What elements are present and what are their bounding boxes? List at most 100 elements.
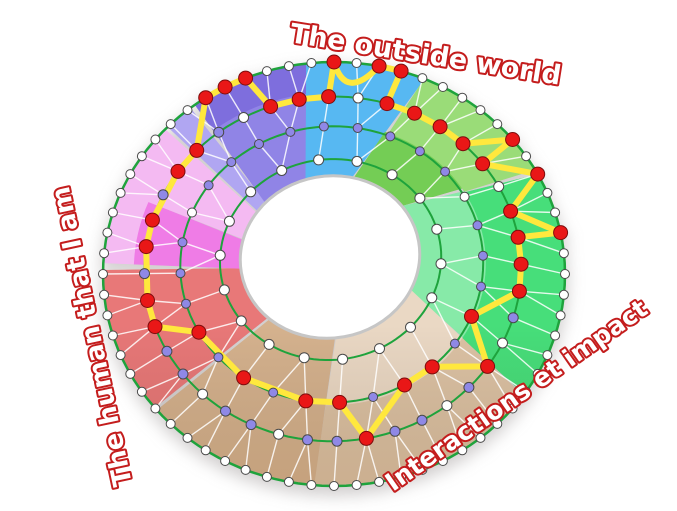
node-lavender [181, 298, 191, 309]
connector-line [517, 236, 565, 254]
nodes-layer [98, 54, 570, 491]
node-lavender [449, 338, 460, 349]
node-lavender [177, 237, 188, 248]
node-white [437, 456, 448, 466]
connector-line [365, 438, 380, 483]
node-white [298, 352, 310, 364]
connector-line [180, 254, 221, 274]
node-white [475, 105, 486, 116]
node-red [263, 99, 279, 114]
node-white [125, 169, 136, 180]
node-lavender [302, 434, 313, 446]
connector-line [217, 320, 242, 358]
connector-line [250, 392, 274, 425]
node-white [352, 92, 364, 104]
node-white [182, 105, 193, 116]
node-white [261, 471, 272, 482]
connector-line [141, 373, 184, 393]
node-white [240, 464, 251, 475]
node-white [431, 223, 443, 235]
node-white [98, 269, 108, 279]
node-white [493, 181, 505, 192]
node-lavender [440, 166, 451, 177]
node-white [374, 476, 385, 487]
node-lavender [203, 180, 214, 191]
node-red [332, 394, 348, 410]
node-lavender [476, 281, 486, 292]
node-white [107, 330, 118, 341]
connector-line [502, 342, 548, 356]
connector-line [487, 365, 527, 393]
node-white [435, 258, 447, 270]
connector-line [355, 438, 368, 486]
node-red [505, 132, 521, 147]
connector-line [317, 126, 325, 161]
node-white [102, 310, 113, 321]
node-white [437, 82, 448, 92]
node-white [136, 151, 147, 162]
node-red [407, 105, 422, 121]
node-red [138, 239, 154, 255]
connector-line [201, 357, 220, 395]
node-lavender [175, 268, 186, 279]
node-white [165, 418, 176, 429]
node-lavender [368, 392, 379, 402]
node-white [235, 315, 247, 327]
node-white [542, 350, 553, 361]
connector-line [486, 366, 514, 409]
connector-line [191, 211, 230, 222]
connector-line [258, 143, 283, 171]
node-white [550, 330, 561, 341]
node-white [150, 403, 161, 414]
node-white [459, 191, 470, 202]
node-white [245, 186, 257, 198]
node-lavender [254, 139, 264, 149]
node-red [198, 90, 214, 106]
node-white [283, 61, 294, 72]
connector-line [436, 224, 478, 230]
connector-line [230, 161, 252, 193]
node-white [405, 321, 416, 333]
connector-line [205, 410, 227, 451]
node-red [455, 136, 471, 152]
node-white [492, 418, 503, 429]
node-lavender [245, 419, 257, 431]
node-white [521, 386, 532, 397]
connector-line [187, 410, 226, 439]
node-red [379, 96, 395, 112]
node-red [424, 359, 440, 375]
node-white [218, 284, 230, 296]
node-red [530, 166, 546, 182]
node-white [532, 368, 543, 379]
node-white [457, 445, 468, 456]
connector-line [266, 434, 280, 478]
shading-overlay [103, 62, 565, 486]
node-red [191, 324, 207, 340]
connector-line [182, 356, 219, 375]
connector-line [419, 171, 446, 199]
node-white [351, 480, 362, 490]
node-lavender [389, 425, 401, 437]
connector-line [244, 424, 252, 470]
connector-line [512, 317, 556, 337]
node-lavender [352, 123, 363, 133]
node-white [263, 338, 275, 350]
node-red [326, 54, 342, 70]
node-white [261, 66, 272, 77]
connector-line [372, 348, 381, 398]
node-white [351, 155, 363, 167]
node-lavender [416, 414, 428, 426]
node-white [125, 368, 136, 379]
node-red [371, 58, 387, 74]
node-lavender [463, 381, 475, 393]
node-white [306, 480, 317, 490]
node-red [140, 293, 155, 308]
node-red [189, 142, 205, 158]
node-lavender [213, 126, 225, 138]
node-red [397, 377, 412, 393]
node-lavender [331, 435, 343, 447]
node-white [441, 400, 453, 412]
hole [238, 174, 422, 340]
node-white [521, 151, 532, 162]
